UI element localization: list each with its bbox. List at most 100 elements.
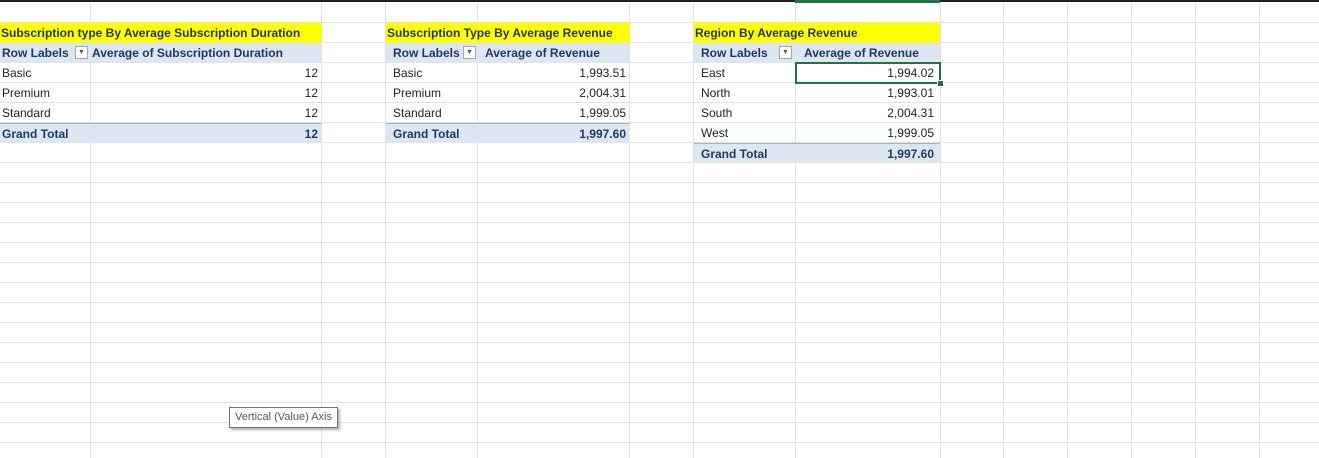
row-label[interactable]: Standard: [2, 106, 51, 120]
row-value[interactable]: 2,004.31: [887, 106, 934, 120]
pivot-subscription-duration: Subscription type By Average Subscriptio…: [0, 23, 322, 143]
grand-total-label[interactable]: Grand Total: [2, 127, 69, 141]
gridline-row: [0, 322, 1319, 323]
filter-dropdown-button[interactable]: ▼: [463, 46, 476, 59]
gridline-col: [629, 3, 630, 458]
table-row: Standard 12: [0, 103, 322, 123]
row-value[interactable]: 1,999.05: [579, 106, 626, 120]
gridline-row: [0, 142, 1319, 143]
table-row: East 1,994.02: [694, 63, 940, 83]
gridline-col: [1003, 3, 1004, 458]
pivot-title-row: Subscription Type By Average Revenue: [386, 23, 630, 43]
gridline-row: [0, 202, 1319, 203]
pivot-title[interactable]: Subscription type By Average Subscriptio…: [0, 23, 322, 43]
gridline-row: [0, 342, 1319, 343]
gridline-row: [0, 102, 1319, 103]
table-row: Standard 1,999.05: [386, 103, 630, 123]
window-top-border: [0, 0, 1319, 2]
gridline-row: [0, 302, 1319, 303]
gridline-row: [0, 22, 1319, 23]
fill-handle[interactable]: [937, 80, 944, 87]
row-value[interactable]: 2,004.31: [579, 86, 626, 100]
row-label[interactable]: Standard: [393, 106, 442, 120]
chevron-down-icon: ▼: [78, 49, 85, 56]
gridline-row: [0, 222, 1319, 223]
pivot-region-revenue: Region By Average Revenue Row Labels ▼ A…: [694, 23, 940, 163]
row-value[interactable]: 12: [304, 86, 318, 100]
gridline-col: [693, 3, 694, 458]
value-header[interactable]: Average of Revenue: [804, 46, 919, 60]
gridline-col: [385, 3, 386, 458]
row-labels-header[interactable]: Row Labels: [2, 46, 69, 60]
value-header[interactable]: Average of Revenue: [485, 46, 600, 60]
gridline-col: [90, 3, 91, 458]
active-cell-selection[interactable]: [795, 62, 941, 84]
gridline-col: [1195, 3, 1196, 458]
gridline-row: [0, 282, 1319, 283]
grand-total-label[interactable]: Grand Total: [393, 127, 460, 141]
gridline-col: [940, 3, 941, 458]
gridline-row: [0, 182, 1319, 183]
row-label[interactable]: Premium: [2, 86, 51, 100]
row-labels-header[interactable]: Row Labels: [701, 46, 768, 60]
gridline-row: [0, 442, 1319, 443]
gridline-row: [0, 422, 1319, 423]
row-label[interactable]: South: [701, 106, 733, 120]
gridline-col: [1259, 3, 1260, 458]
row-value[interactable]: 12: [304, 106, 318, 120]
chart-axis-tooltip: Vertical (Value) Axis: [229, 407, 339, 428]
table-row: Premium 12: [0, 83, 322, 103]
row-label[interactable]: Basic: [2, 66, 32, 80]
row-label[interactable]: East: [701, 66, 726, 80]
gridline-row: [0, 162, 1319, 163]
grand-total-row: Grand Total 12: [0, 123, 322, 143]
pivot-header-row: Row Labels ▼ Average of Revenue: [386, 43, 630, 63]
row-label[interactable]: Basic: [393, 66, 423, 80]
grand-total-value[interactable]: 12: [304, 127, 318, 141]
row-value[interactable]: 1,993.01: [887, 86, 934, 100]
pivot-header-row: Row Labels ▼ Average of Revenue: [694, 43, 940, 63]
row-value[interactable]: 1,994.02: [887, 66, 934, 80]
chevron-down-icon: ▼: [782, 49, 789, 56]
grand-total-row: Grand Total 1,997.60: [386, 123, 630, 143]
gridline-row: [0, 262, 1319, 263]
pivot-title[interactable]: Region By Average Revenue: [694, 23, 940, 43]
gridline-col: [321, 3, 322, 458]
gridline-col: [795, 3, 796, 458]
filter-dropdown-button[interactable]: ▼: [779, 46, 792, 59]
pivot-header-row: Row Labels ▼ Average of Subscription Dur…: [0, 43, 322, 63]
row-value[interactable]: 12: [304, 66, 318, 80]
row-value[interactable]: 1,999.05: [887, 126, 934, 140]
table-row: North 1,993.01: [694, 83, 940, 103]
gridline-col: [1067, 3, 1068, 458]
chevron-down-icon: ▼: [466, 49, 473, 56]
value-header[interactable]: Average of Subscription Duration: [92, 46, 283, 60]
spreadsheet-grid[interactable]: [0, 3, 1319, 458]
table-row: Basic 1,993.51: [386, 63, 630, 83]
pivot-title[interactable]: Subscription Type By Average Revenue: [386, 23, 630, 43]
table-row: South 2,004.31: [694, 103, 940, 123]
table-row: West 1,999.05: [694, 123, 940, 143]
filter-dropdown-button[interactable]: ▼: [75, 46, 88, 59]
pivot-title-row: Subscription type By Average Subscriptio…: [0, 23, 322, 43]
gridline-row: [0, 82, 1319, 83]
grand-total-value[interactable]: 1,997.60: [579, 127, 626, 141]
gridline-col: [477, 3, 478, 458]
pivot-subscription-revenue: Subscription Type By Average Revenue Row…: [386, 23, 630, 143]
gridline-row: [0, 122, 1319, 123]
gridline-row: [0, 402, 1319, 403]
row-labels-header[interactable]: Row Labels: [393, 46, 460, 60]
row-label[interactable]: Premium: [393, 86, 442, 100]
gridline-row: [0, 62, 1319, 63]
table-row: Premium 2,004.31: [386, 83, 630, 103]
gridline-row: [0, 42, 1319, 43]
grand-total-row: Grand Total 1,997.60: [694, 143, 940, 163]
row-label[interactable]: North: [701, 86, 731, 100]
pivot-title-row: Region By Average Revenue: [694, 23, 940, 43]
grand-total-label[interactable]: Grand Total: [701, 147, 768, 161]
selected-column-indicator: [795, 0, 940, 3]
grand-total-value[interactable]: 1,997.60: [887, 147, 934, 161]
row-value[interactable]: 1,993.51: [579, 66, 626, 80]
row-label[interactable]: West: [701, 126, 729, 140]
gridline-row: [0, 362, 1319, 363]
